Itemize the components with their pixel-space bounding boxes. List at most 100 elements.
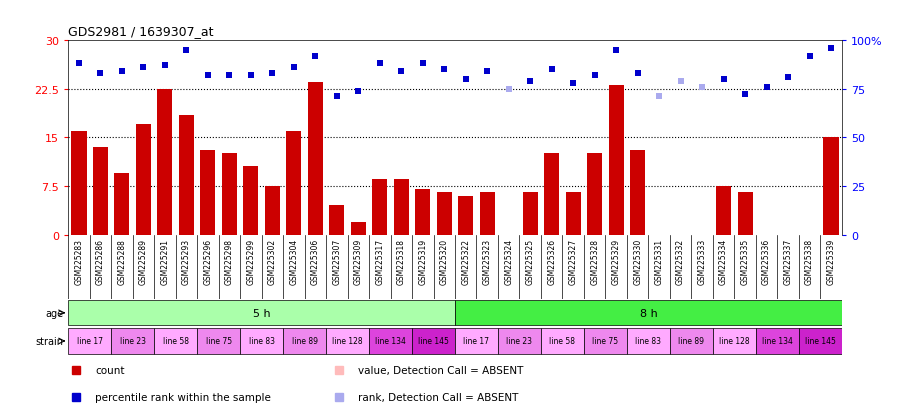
- Text: line 145: line 145: [804, 337, 835, 346]
- Text: line 75: line 75: [206, 337, 232, 346]
- Bar: [287, 131, 301, 235]
- Point: [394, 69, 409, 75]
- Bar: [522, 193, 538, 235]
- Bar: [737, 193, 753, 235]
- Point: [759, 84, 774, 91]
- Bar: [498, 328, 541, 354]
- Bar: [115, 173, 129, 235]
- Text: value, Detection Call = ABSENT: value, Detection Call = ABSENT: [359, 365, 523, 375]
- Text: line 89: line 89: [678, 337, 704, 346]
- Bar: [222, 154, 237, 235]
- Text: GSM225333: GSM225333: [698, 238, 706, 284]
- Bar: [179, 115, 194, 235]
- Text: GSM225339: GSM225339: [826, 238, 835, 284]
- Text: GSM225325: GSM225325: [526, 238, 535, 284]
- Text: GSM225323: GSM225323: [482, 238, 491, 284]
- Text: GSM225283: GSM225283: [75, 238, 84, 284]
- Bar: [670, 328, 713, 354]
- Text: GSM225298: GSM225298: [225, 238, 234, 284]
- Text: GSM225319: GSM225319: [419, 238, 428, 284]
- Point: [803, 53, 817, 60]
- Bar: [412, 328, 455, 354]
- Point: [308, 53, 323, 60]
- Text: GSM225304: GSM225304: [289, 238, 298, 284]
- Point: [631, 71, 645, 77]
- Bar: [415, 190, 430, 235]
- Bar: [587, 154, 602, 235]
- Text: strain: strain: [35, 336, 64, 346]
- Bar: [243, 167, 258, 235]
- Text: GSM225320: GSM225320: [440, 238, 449, 284]
- Bar: [627, 328, 670, 354]
- Text: GSM225318: GSM225318: [397, 238, 406, 284]
- Bar: [68, 300, 455, 326]
- Bar: [609, 86, 623, 235]
- Text: GDS2981 / 1639307_at: GDS2981 / 1639307_at: [68, 25, 214, 38]
- Bar: [308, 83, 323, 235]
- Text: GSM225327: GSM225327: [569, 238, 578, 284]
- Text: GSM225317: GSM225317: [375, 238, 384, 284]
- Text: GSM225309: GSM225309: [354, 238, 363, 284]
- Bar: [584, 328, 627, 354]
- Bar: [480, 193, 495, 235]
- Text: line 83: line 83: [635, 337, 662, 346]
- Text: line 23: line 23: [120, 337, 146, 346]
- Bar: [394, 180, 409, 235]
- Point: [93, 71, 107, 77]
- Text: GSM225296: GSM225296: [204, 238, 212, 284]
- Bar: [326, 328, 369, 354]
- Text: percentile rank within the sample: percentile rank within the sample: [96, 392, 271, 402]
- Point: [652, 94, 666, 100]
- Point: [72, 61, 86, 67]
- Bar: [68, 328, 111, 354]
- Bar: [630, 151, 645, 235]
- Text: GSM225330: GSM225330: [633, 238, 642, 284]
- Text: line 145: line 145: [418, 337, 449, 346]
- Bar: [154, 328, 197, 354]
- Point: [566, 80, 581, 87]
- Text: GSM225338: GSM225338: [805, 238, 814, 284]
- Point: [136, 65, 151, 71]
- Point: [179, 47, 194, 54]
- Text: line 128: line 128: [719, 337, 750, 346]
- Text: line 58: line 58: [163, 337, 188, 346]
- Bar: [541, 328, 584, 354]
- Bar: [93, 147, 108, 235]
- Point: [673, 78, 688, 85]
- Bar: [157, 90, 173, 235]
- Text: line 17: line 17: [76, 337, 103, 346]
- Point: [824, 45, 838, 52]
- Text: 8 h: 8 h: [640, 308, 657, 318]
- Text: GSM225322: GSM225322: [461, 238, 470, 284]
- Text: GSM225331: GSM225331: [654, 238, 663, 284]
- Bar: [240, 328, 283, 354]
- Bar: [566, 193, 581, 235]
- Text: line 89: line 89: [291, 337, 318, 346]
- Bar: [716, 187, 731, 235]
- Point: [372, 61, 387, 67]
- Bar: [455, 300, 842, 326]
- Point: [716, 76, 731, 83]
- Bar: [111, 328, 154, 354]
- Bar: [283, 328, 326, 354]
- Bar: [459, 196, 473, 235]
- Bar: [136, 125, 151, 235]
- Point: [781, 74, 795, 81]
- Text: count: count: [96, 365, 125, 375]
- Text: GSM225288: GSM225288: [117, 238, 126, 284]
- Point: [416, 61, 430, 67]
- Point: [459, 76, 473, 83]
- Text: line 134: line 134: [762, 337, 793, 346]
- Text: line 128: line 128: [332, 337, 363, 346]
- Point: [265, 71, 279, 77]
- Bar: [544, 154, 560, 235]
- Point: [523, 78, 538, 85]
- Point: [222, 73, 237, 79]
- Bar: [824, 138, 838, 235]
- Text: line 58: line 58: [550, 337, 575, 346]
- Bar: [197, 328, 240, 354]
- Point: [544, 66, 559, 73]
- Point: [200, 73, 215, 79]
- Text: line 134: line 134: [375, 337, 406, 346]
- Bar: [200, 151, 216, 235]
